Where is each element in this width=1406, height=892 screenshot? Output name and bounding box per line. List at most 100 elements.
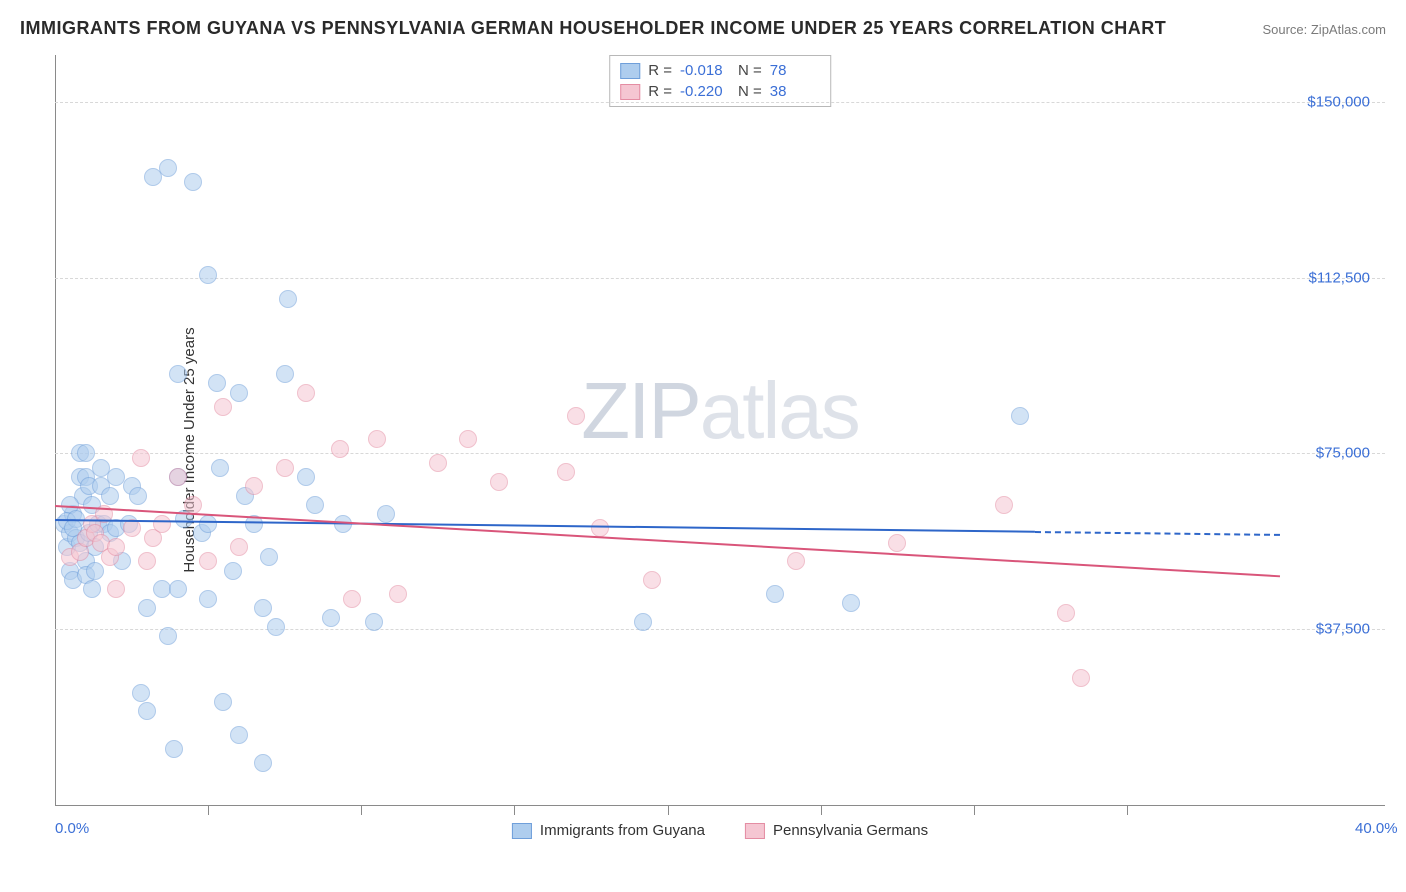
scatter-point bbox=[153, 515, 171, 533]
scatter-point bbox=[1011, 407, 1029, 425]
scatter-point bbox=[199, 266, 217, 284]
y-axis-line bbox=[55, 55, 56, 805]
y-tick-label: $37,500 bbox=[1316, 621, 1370, 638]
scatter-point bbox=[591, 519, 609, 537]
scatter-point bbox=[86, 562, 104, 580]
scatter-point bbox=[1072, 669, 1090, 687]
x-tick-mark bbox=[208, 805, 209, 815]
scatter-point bbox=[306, 496, 324, 514]
scatter-point bbox=[557, 463, 575, 481]
x-tick-mark bbox=[514, 805, 515, 815]
scatter-point bbox=[766, 585, 784, 603]
scatter-point bbox=[389, 585, 407, 603]
scatter-point bbox=[276, 365, 294, 383]
legend-item-0: Immigrants from Guyana bbox=[512, 822, 705, 839]
scatter-point bbox=[138, 552, 156, 570]
n-value-1: 38 bbox=[770, 83, 820, 100]
scatter-point bbox=[129, 487, 147, 505]
scatter-point bbox=[254, 754, 272, 772]
n-label-0: N = bbox=[738, 62, 762, 79]
chart-plot: Householder Income Under 25 years ZIPatl… bbox=[55, 55, 1385, 845]
scatter-point bbox=[101, 487, 119, 505]
gridline bbox=[55, 453, 1385, 454]
scatter-point bbox=[322, 609, 340, 627]
scatter-point bbox=[459, 430, 477, 448]
gridline bbox=[55, 629, 1385, 630]
scatter-point bbox=[245, 477, 263, 495]
gridline bbox=[55, 278, 1385, 279]
scatter-point bbox=[331, 440, 349, 458]
scatter-point bbox=[230, 538, 248, 556]
trend-line-dashed bbox=[1035, 531, 1280, 536]
legend-bottom: Immigrants from Guyana Pennsylvania Germ… bbox=[512, 822, 928, 839]
scatter-point bbox=[343, 590, 361, 608]
legend-swatch-0 bbox=[620, 63, 640, 79]
scatter-point bbox=[165, 740, 183, 758]
scatter-point bbox=[365, 613, 383, 631]
scatter-point bbox=[279, 290, 297, 308]
scatter-point bbox=[377, 505, 395, 523]
scatter-point bbox=[107, 538, 125, 556]
scatter-point bbox=[490, 473, 508, 491]
legend-bottom-swatch-0 bbox=[512, 823, 532, 839]
scatter-point bbox=[169, 365, 187, 383]
scatter-point bbox=[123, 519, 141, 537]
y-tick-label: $112,500 bbox=[1309, 269, 1370, 286]
scatter-point bbox=[429, 454, 447, 472]
scatter-point bbox=[138, 599, 156, 617]
scatter-point bbox=[1057, 604, 1075, 622]
scatter-point bbox=[567, 407, 585, 425]
legend-label-0: Immigrants from Guyana bbox=[540, 822, 705, 839]
scatter-point bbox=[230, 384, 248, 402]
legend-stats-row-0: R = -0.018 N = 78 bbox=[620, 60, 820, 81]
scatter-point bbox=[214, 693, 232, 711]
scatter-point bbox=[208, 374, 226, 392]
y-tick-label: $150,000 bbox=[1307, 93, 1370, 110]
watermark: ZIPatlas bbox=[581, 365, 858, 457]
x-tick-mark bbox=[1127, 805, 1128, 815]
legend-label-1: Pennsylvania Germans bbox=[773, 822, 928, 839]
scatter-point bbox=[995, 496, 1013, 514]
r-label-1: R = bbox=[648, 83, 672, 100]
scatter-point bbox=[184, 173, 202, 191]
scatter-point bbox=[199, 515, 217, 533]
watermark-part1: ZIP bbox=[581, 366, 699, 455]
scatter-point bbox=[297, 384, 315, 402]
x-tick-mark bbox=[668, 805, 669, 815]
scatter-point bbox=[132, 684, 150, 702]
scatter-point bbox=[842, 594, 860, 612]
legend-swatch-1 bbox=[620, 84, 640, 100]
x-tick-label: 40.0% bbox=[1355, 820, 1398, 837]
scatter-point bbox=[138, 702, 156, 720]
x-tick-mark bbox=[974, 805, 975, 815]
gridline bbox=[55, 102, 1385, 103]
r-label-0: R = bbox=[648, 62, 672, 79]
scatter-point bbox=[297, 468, 315, 486]
scatter-point bbox=[83, 580, 101, 598]
source-label: Source: ZipAtlas.com bbox=[1262, 22, 1386, 37]
scatter-point bbox=[107, 580, 125, 598]
scatter-point bbox=[230, 726, 248, 744]
n-value-0: 78 bbox=[770, 62, 820, 79]
legend-stats-box: R = -0.018 N = 78 R = -0.220 N = 38 bbox=[609, 55, 831, 107]
scatter-point bbox=[169, 580, 187, 598]
watermark-part2: atlas bbox=[700, 366, 859, 455]
y-tick-label: $75,000 bbox=[1316, 445, 1370, 462]
legend-stats-row-1: R = -0.220 N = 38 bbox=[620, 81, 820, 102]
scatter-point bbox=[169, 468, 187, 486]
r-value-0: -0.018 bbox=[680, 62, 730, 79]
scatter-point bbox=[224, 562, 242, 580]
scatter-point bbox=[368, 430, 386, 448]
scatter-point bbox=[254, 599, 272, 617]
scatter-point bbox=[260, 548, 278, 566]
x-tick-mark bbox=[821, 805, 822, 815]
n-label-1: N = bbox=[738, 83, 762, 100]
scatter-point bbox=[199, 590, 217, 608]
scatter-point bbox=[77, 444, 95, 462]
scatter-point bbox=[267, 618, 285, 636]
scatter-point bbox=[184, 496, 202, 514]
scatter-point bbox=[159, 627, 177, 645]
x-tick-label: 0.0% bbox=[55, 820, 89, 837]
scatter-point bbox=[132, 449, 150, 467]
legend-item-1: Pennsylvania Germans bbox=[745, 822, 928, 839]
